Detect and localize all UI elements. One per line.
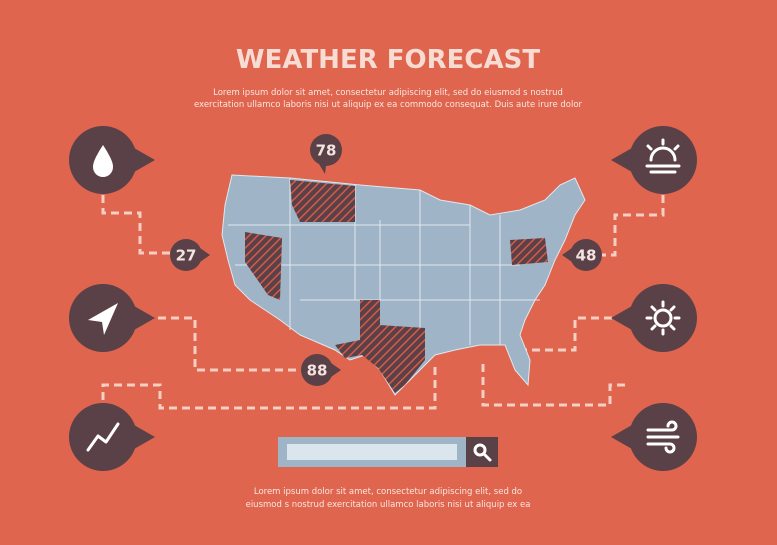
intro-line: Lorem ipsum dolor sit amet, consectetur … [213,88,563,98]
icon-bubble [69,126,155,194]
footer-line: eiusmod s nostrud exercitation ullamco l… [246,500,531,510]
icon-bubble [611,284,697,352]
marker: 48 [562,239,602,271]
connectors [101,195,665,410]
marker: 27 [170,239,210,271]
icon-bubble [611,126,697,194]
marker-label: 27 [176,247,197,265]
icon-bubble [69,284,155,352]
search-bar[interactable] [278,437,498,467]
icon-bubble [69,403,155,471]
footer-line: Lorem ipsum dolor sit amet, consectetur … [254,487,522,497]
marker-label: 48 [576,247,597,265]
marker: 88 [301,354,341,386]
marker-label: 78 [316,142,337,160]
marker: 78 [310,134,342,174]
title: WEATHER FORECAST [236,45,540,75]
icon-bubble [611,403,697,471]
intro-line: exercitation ullamco laboris nisi ut ali… [194,100,583,110]
marker-label: 88 [307,362,328,380]
us-map [221,174,586,396]
